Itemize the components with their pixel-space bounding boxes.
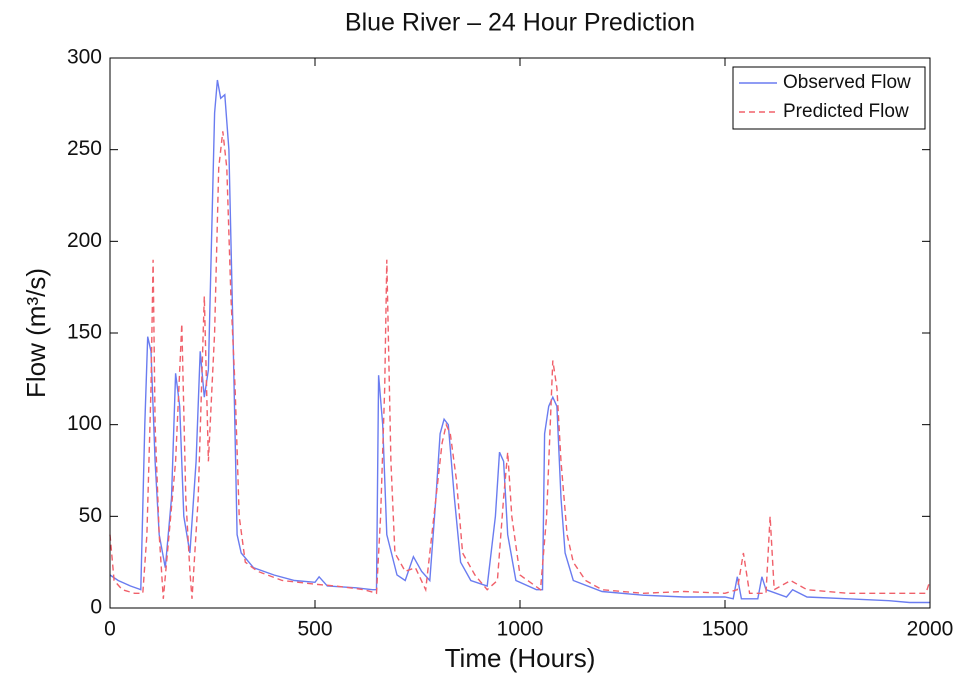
y-tick-label: 150	[67, 321, 102, 344]
legend-box	[732, 66, 926, 130]
legend-label: Predicted Flow	[783, 101, 909, 122]
y-tick-label: 250	[67, 137, 102, 160]
x-tick-label: 1500	[702, 618, 749, 641]
plot-frame	[109, 57, 931, 609]
chart-title: Blue River – 24 Hour Prediction	[345, 9, 695, 37]
x-tick-label: 1000	[497, 618, 544, 641]
y-axis-label: Flow (m³/s)	[21, 268, 51, 398]
y-tick-label: 200	[67, 229, 102, 252]
legend-label: Observed Flow	[783, 72, 911, 93]
y-tick-label: 0	[90, 596, 102, 619]
y-tick-label: 50	[79, 504, 102, 527]
y-tick-label: 100	[67, 412, 102, 435]
y-tick-label: 300	[67, 46, 102, 69]
x-tick-label: 500	[297, 618, 332, 641]
data-line	[109, 131, 931, 599]
x-tick-label: 2000	[907, 618, 954, 641]
x-axis-label: Time (Hours)	[445, 643, 596, 673]
x-tick-label: 0	[104, 618, 116, 641]
